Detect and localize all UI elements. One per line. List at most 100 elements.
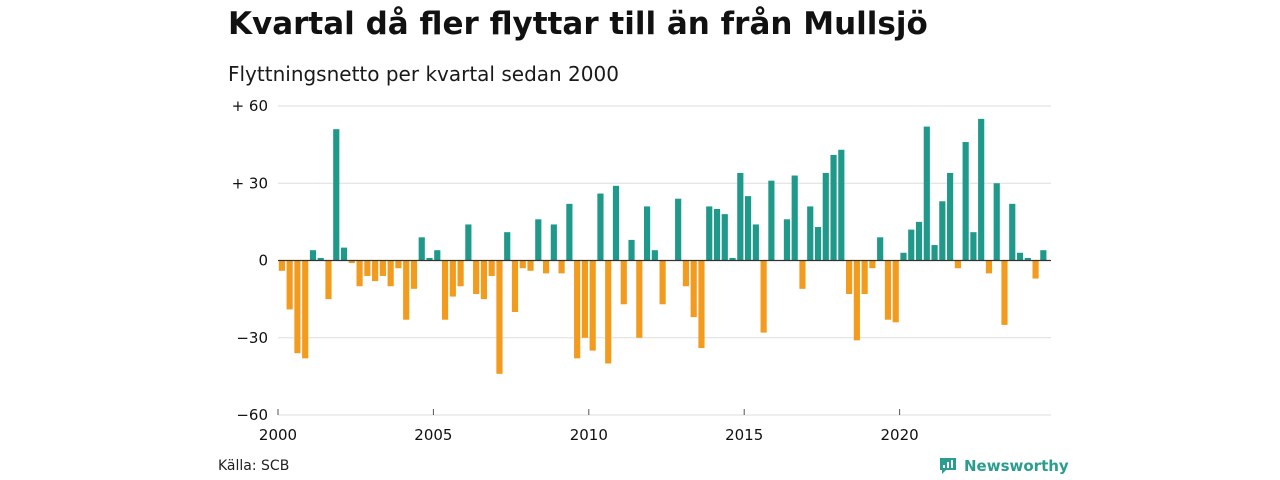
bar — [985, 260, 993, 274]
y-tick-label: −30 — [236, 329, 268, 347]
chart-subtitle: Flyttningsnetto per kvartal sedan 2000 — [228, 62, 619, 86]
bar — [418, 237, 425, 261]
bar — [954, 260, 961, 269]
bar — [1001, 260, 1008, 325]
bar — [465, 224, 472, 261]
x-tick-label: 2005 — [414, 426, 452, 444]
y-axis-ticks: + 60 + 30 0 −30 −60 — [232, 97, 268, 424]
bar — [861, 260, 868, 294]
bar — [309, 250, 317, 261]
bar — [737, 172, 744, 261]
bar — [659, 260, 666, 305]
bar — [527, 260, 534, 271]
bar — [675, 198, 682, 261]
brand-logo: Newsworthy — [938, 456, 1069, 476]
bar — [449, 260, 456, 297]
y-tick-label: −60 — [236, 406, 268, 424]
bar — [939, 201, 946, 261]
bar — [915, 221, 923, 261]
bar — [721, 214, 728, 261]
bar — [488, 260, 495, 276]
bar — [923, 126, 930, 261]
bar — [620, 260, 627, 305]
bar — [706, 206, 713, 261]
bar — [511, 260, 519, 312]
bar — [636, 260, 643, 338]
bar — [457, 260, 464, 287]
x-tick-label: 2020 — [881, 426, 919, 444]
bar — [643, 206, 651, 261]
bar — [395, 260, 402, 269]
bar — [410, 260, 418, 289]
bar — [962, 142, 969, 261]
x-tick-label: 2010 — [570, 426, 608, 444]
bars — [278, 118, 1047, 374]
y-tick-label: + 30 — [232, 174, 268, 192]
bar — [597, 193, 604, 261]
bar — [294, 260, 301, 354]
y-tick-label: + 60 — [232, 97, 268, 115]
bar — [535, 219, 542, 261]
bar — [713, 209, 721, 261]
bar — [581, 260, 588, 338]
bar — [869, 260, 876, 269]
chart-title: Kvartal då fler flyttar till än från Mul… — [228, 6, 928, 42]
bar — [1016, 252, 1024, 261]
bar — [348, 260, 355, 264]
bar — [814, 227, 822, 261]
bar — [993, 183, 1000, 261]
bar — [325, 260, 332, 300]
y-tick-label: 0 — [258, 252, 268, 270]
bar — [978, 118, 985, 261]
bar — [403, 260, 410, 320]
bar — [480, 260, 487, 300]
bar — [791, 175, 798, 261]
bar — [340, 247, 348, 261]
x-tick-label: 2015 — [725, 426, 763, 444]
bar — [379, 260, 386, 276]
bar — [807, 206, 814, 261]
bar — [302, 260, 309, 359]
newsworthy-logo-icon — [940, 458, 956, 474]
bar — [278, 260, 285, 271]
bar — [853, 260, 860, 341]
bar — [426, 257, 433, 261]
gridlines — [278, 105, 1051, 416]
bar — [846, 260, 853, 294]
bar — [970, 232, 977, 261]
bar — [830, 154, 837, 261]
bar — [768, 180, 775, 261]
bar — [698, 260, 705, 349]
bar — [752, 224, 759, 261]
bar — [838, 149, 845, 261]
bar — [1009, 203, 1016, 261]
bar — [605, 260, 612, 364]
bar — [877, 237, 884, 261]
bar — [947, 172, 954, 261]
bar — [574, 260, 581, 359]
bar — [286, 260, 293, 310]
bar — [1032, 260, 1039, 279]
bar — [441, 260, 449, 320]
bar — [799, 260, 806, 289]
bar — [589, 260, 596, 351]
x-tick-label: 2000 — [259, 426, 297, 444]
bar — [496, 260, 503, 374]
bar — [628, 239, 635, 261]
bar — [690, 260, 697, 318]
bar — [931, 245, 938, 261]
bar — [473, 260, 480, 294]
bar — [651, 250, 658, 261]
brand-name: Newsworthy — [964, 457, 1069, 475]
bar — [612, 185, 620, 261]
bar — [908, 229, 915, 261]
bar — [822, 172, 829, 261]
bar — [434, 250, 441, 261]
bar — [900, 252, 907, 261]
bar — [760, 260, 767, 333]
bar — [317, 257, 324, 261]
source-note: Källa: SCB — [218, 458, 290, 474]
bar — [364, 260, 371, 276]
bar — [1040, 250, 1047, 261]
